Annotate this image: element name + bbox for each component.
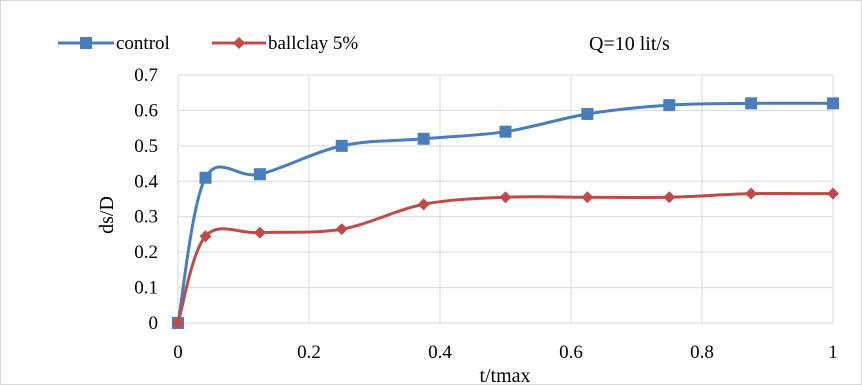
data-point-marker	[253, 226, 266, 239]
data-point-marker	[499, 125, 512, 138]
data-point-marker	[745, 187, 758, 200]
legend-marker	[233, 37, 245, 49]
y-tick-label: 0.3	[134, 207, 158, 228]
series-control	[172, 97, 839, 329]
data-point-marker	[581, 107, 594, 120]
series-line	[176, 191, 834, 324]
x-tick-label: 0	[173, 342, 183, 363]
y-tick-label: 0.1	[134, 278, 158, 299]
y-tick-label: 0.2	[134, 242, 158, 263]
data-point-marker	[253, 168, 266, 181]
data-point-marker	[827, 187, 839, 200]
series-layer	[172, 97, 839, 329]
data-point-marker	[199, 230, 212, 243]
y-tick-label: 0.5	[134, 136, 158, 157]
data-point-marker	[499, 191, 512, 204]
flow-annotation: Q=10 lit/s	[589, 33, 670, 55]
data-point-marker	[417, 198, 430, 211]
data-point-marker	[335, 223, 348, 236]
data-point-marker	[417, 132, 430, 145]
legend-label: ballclay 5%	[268, 33, 358, 54]
data-point-marker	[663, 191, 676, 204]
y-tick-label: 0.4	[134, 171, 158, 192]
y-axis-title: ds/D	[96, 196, 118, 234]
data-point-marker	[581, 191, 594, 204]
x-tick-label: 0.4	[428, 342, 452, 363]
x-tick-label: 0.2	[297, 342, 321, 363]
legend-label: control	[116, 33, 170, 54]
data-point-marker	[172, 317, 184, 329]
legend-item: control	[58, 33, 170, 54]
axes: 0 0.1 0.2 0.3 0.4 0.5 0.6 0.7 0 0.2 0.4 0.6 0.8 1	[134, 65, 838, 363]
x-tick-label: 0.6	[559, 342, 583, 363]
data-point-marker	[199, 171, 212, 184]
x-axis-title: t/tmax	[479, 365, 530, 385]
series-line	[176, 101, 834, 324]
legend-marker	[80, 37, 92, 49]
x-tick-label: 1	[828, 342, 838, 363]
series-ballclay	[172, 187, 839, 329]
y-tick-label: 0.6	[134, 100, 158, 121]
y-tick-label: 0.7	[134, 65, 158, 86]
data-point-marker	[827, 97, 839, 110]
x-tick-label: 0.8	[690, 342, 714, 363]
y-tick-label: 0	[149, 313, 159, 334]
data-point-marker	[745, 97, 758, 110]
legend: control ballclay 5%	[58, 33, 358, 54]
data-point-marker	[663, 99, 676, 112]
data-point-marker	[335, 139, 348, 152]
legend-item: ballclay 5%	[212, 33, 358, 54]
